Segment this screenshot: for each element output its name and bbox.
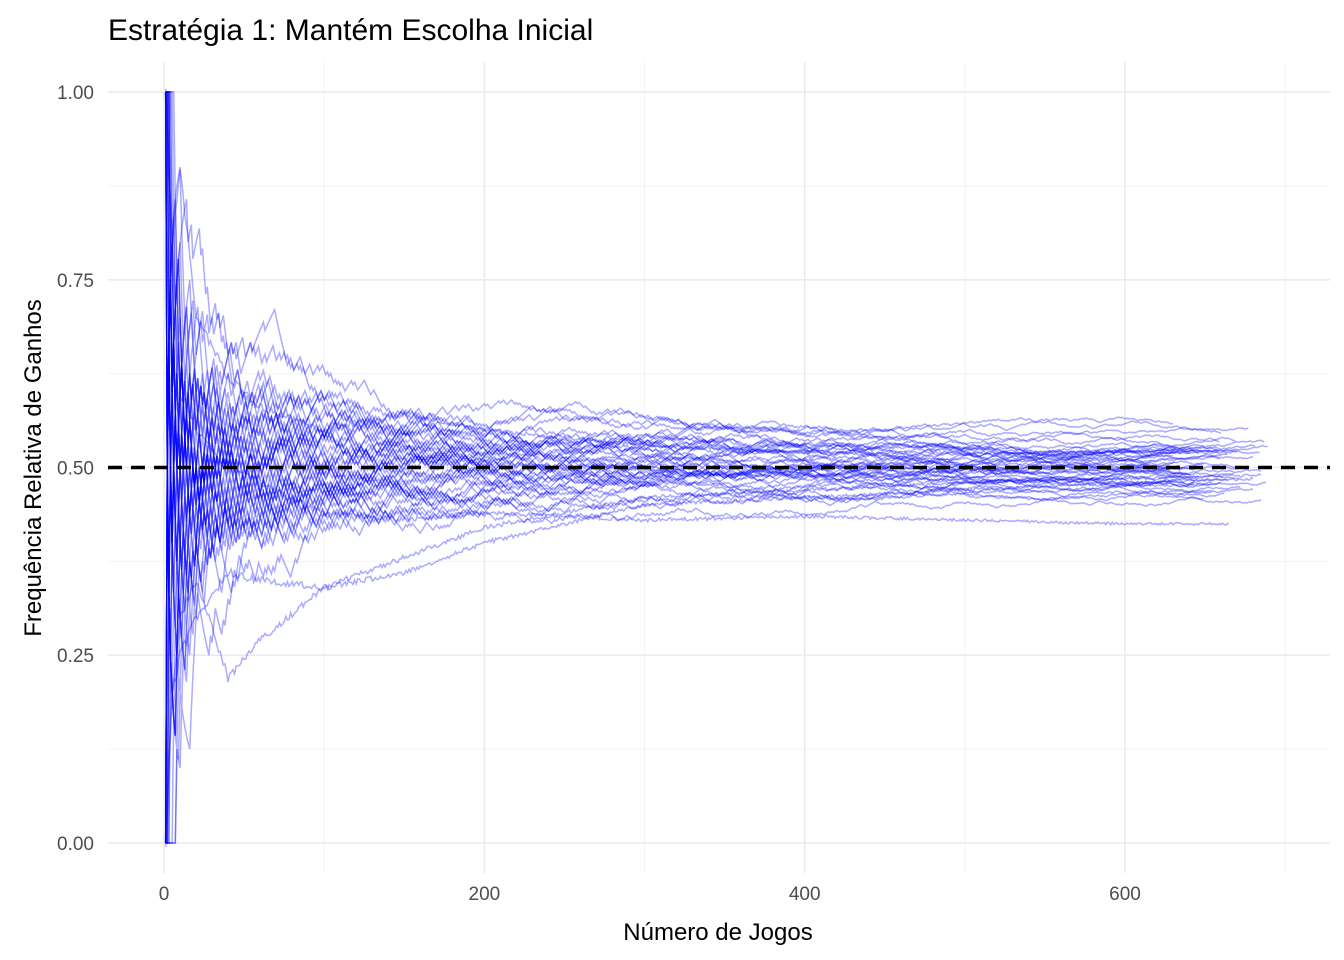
x-axis-ticks: 0 200 400 600	[159, 884, 1141, 905]
series-line-0	[164, 91, 1230, 527]
series-line-43	[165, 91, 1255, 477]
series-line-38	[164, 91, 1219, 656]
y-tick-label: 1.00	[57, 83, 94, 104]
series-line-26	[165, 91, 1236, 483]
y-tick-label: 0.50	[57, 459, 94, 480]
series-line-17	[164, 459, 1188, 844]
series-line-19	[164, 342, 1177, 844]
series-line-8	[164, 279, 1239, 844]
series-line-32	[164, 279, 1262, 844]
series-line-6	[165, 385, 1265, 844]
chart-title: Estratégia 1: Mantém Escolha Inicial	[108, 14, 593, 47]
y-axis-ticks: 0.00 0.25 0.50 0.75 1.00	[57, 83, 94, 855]
series-line-25	[164, 367, 1228, 844]
series-line-1	[164, 472, 1262, 847]
series-line-11	[165, 91, 1236, 522]
x-tick-label: 400	[789, 884, 821, 905]
x-tick-label: 600	[1109, 884, 1141, 905]
series-line-16	[165, 91, 1175, 536]
series-line-41	[165, 91, 1174, 567]
series-line-39	[165, 91, 1219, 488]
series-line-12	[165, 91, 1241, 553]
series-line-40	[165, 398, 1183, 844]
series-line-7	[164, 392, 1225, 844]
series-line-47	[165, 425, 1249, 844]
series-line-29	[164, 91, 1222, 736]
series-line-36	[165, 91, 1262, 505]
x-tick-label: 0	[159, 884, 170, 905]
series-line-49	[165, 300, 1212, 844]
series-line-48	[165, 91, 1198, 517]
y-tick-label: 0.75	[57, 271, 94, 292]
grid	[108, 62, 1330, 873]
series-line-5	[165, 91, 1260, 468]
series-line-27	[164, 91, 1199, 555]
series-line-20	[164, 91, 1195, 593]
series-line-4	[164, 342, 1174, 844]
series-line-35	[165, 438, 1191, 844]
series-line-15	[164, 418, 1228, 844]
series-line-14	[164, 91, 1236, 736]
series-line-2	[164, 476, 1254, 837]
series-line-42	[165, 91, 1222, 438]
series-line-46	[165, 91, 1200, 543]
series-line-28	[164, 91, 1220, 547]
series-line-34	[164, 91, 1220, 543]
series-line-10	[165, 373, 1195, 844]
series-layer	[164, 88, 1268, 847]
series-line-30	[165, 481, 1267, 844]
series-line-21	[165, 91, 1254, 487]
series-line-45	[164, 467, 1254, 844]
series-line-22	[164, 342, 1235, 844]
series-line-18	[164, 91, 1180, 612]
series-line-37	[164, 91, 1268, 468]
series-line-3	[164, 88, 1238, 456]
x-tick-label: 200	[469, 884, 501, 905]
series-line-13	[165, 368, 1212, 844]
y-tick-label: 0.00	[57, 834, 94, 855]
series-line-24	[164, 342, 1183, 844]
y-axis-label: Frequência Relativa de Ganhos	[20, 299, 47, 637]
y-tick-label: 0.25	[57, 646, 94, 667]
series-line-31	[164, 91, 1191, 506]
x-axis-label: Número de Jogos	[623, 919, 812, 946]
series-line-9	[164, 467, 1204, 844]
series-line-33	[164, 91, 1175, 506]
